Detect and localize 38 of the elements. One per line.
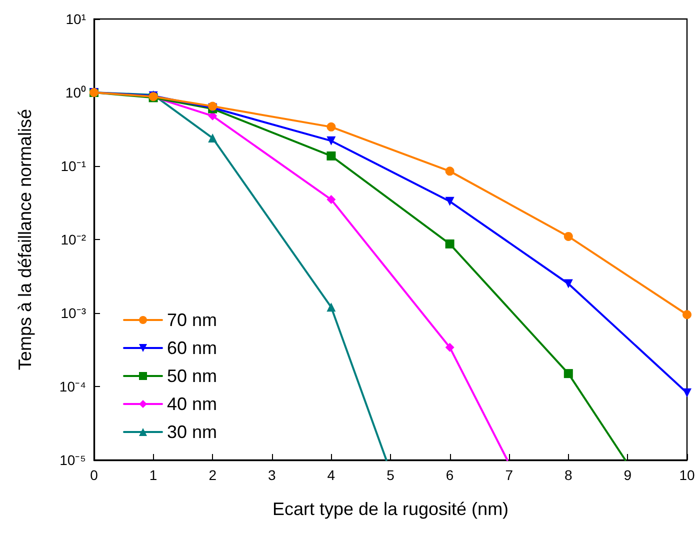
y-tick-label: 10¹ [66, 11, 86, 27]
point [326, 136, 336, 146]
y-tick-label: 10⁻³ [60, 305, 86, 321]
point [326, 195, 336, 204]
point [445, 196, 454, 206]
x-tick-label: 5 [386, 467, 395, 483]
y-tick-label: 10⁻¹ [60, 158, 86, 174]
point [682, 310, 692, 320]
point [564, 232, 573, 241]
y-tick-label: 10⁻⁵ [60, 452, 86, 468]
y-tick-label: 10⁰ [65, 84, 86, 100]
point [564, 369, 573, 378]
point [326, 122, 336, 132]
x-tick-label: 0 [90, 467, 98, 483]
legend-label: 30 nm [167, 422, 218, 442]
point [564, 279, 573, 288]
x-tick-label: 1 [149, 467, 158, 483]
x-tick-label: 8 [564, 467, 572, 483]
x-tick-label: 9 [624, 467, 632, 483]
point [682, 388, 692, 398]
y-tick-label: 10⁻² [60, 232, 86, 248]
x-tick-label: 7 [505, 467, 514, 483]
legend-label: 50 nm [167, 366, 218, 386]
legend-label: 70 nm [167, 310, 218, 330]
x-tick-label: 3 [268, 467, 276, 483]
y-tick-label: 10⁻⁴ [59, 378, 86, 394]
x-axis-title: Ecart type de la rugosité (nm) [272, 499, 509, 519]
x-tick-label: 2 [208, 467, 217, 483]
x-tick-label: 4 [327, 467, 336, 483]
point [445, 342, 454, 352]
legend-label: 60 nm [167, 338, 218, 358]
point [445, 239, 454, 248]
y-axis-title: Temps à la défaillance normalisé [15, 108, 35, 370]
x-tick-label: 10 [679, 467, 695, 483]
legend-label: 40 nm [167, 394, 218, 414]
point [326, 151, 336, 160]
x-tick-label: 6 [446, 467, 454, 483]
point [445, 166, 454, 176]
